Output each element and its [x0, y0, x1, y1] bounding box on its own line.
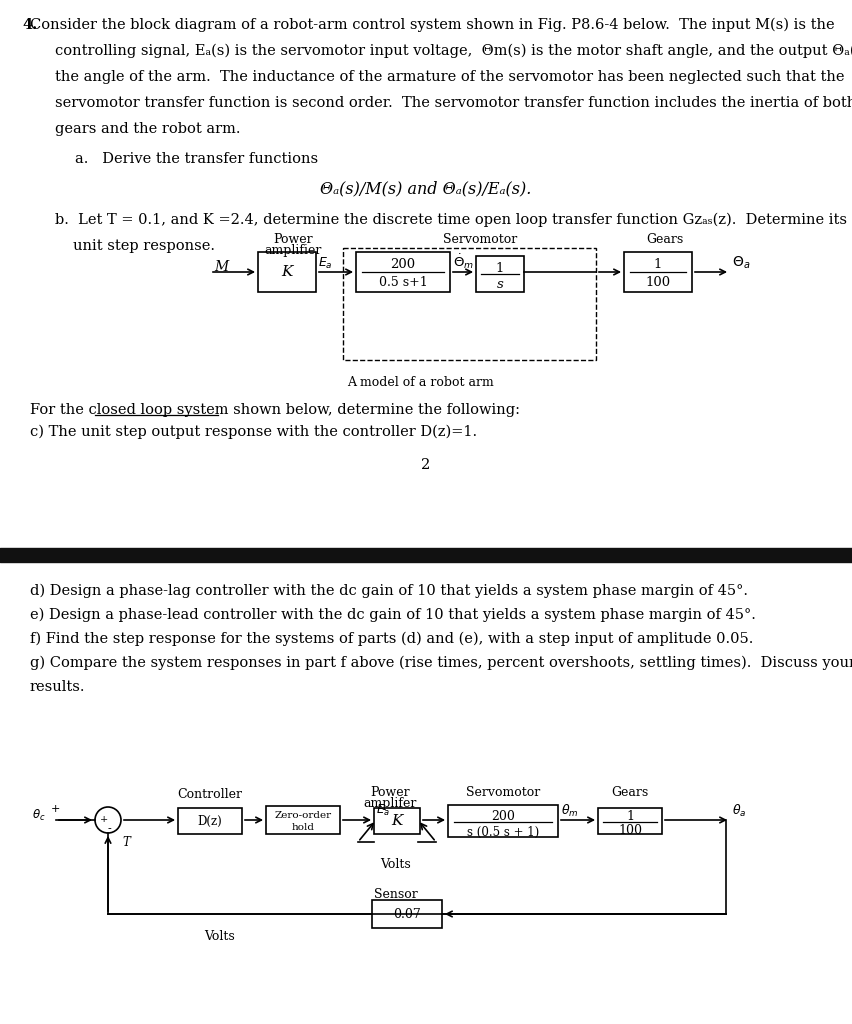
Text: Servomotor: Servomotor [443, 233, 517, 246]
Text: servomotor transfer function is second order.  The servomotor transfer function : servomotor transfer function is second o… [55, 96, 852, 110]
Text: s (0.5 s + 1): s (0.5 s + 1) [467, 825, 539, 839]
Text: K: K [281, 265, 293, 279]
Text: For the closed loop system shown below, determine the following:: For the closed loop system shown below, … [30, 403, 520, 417]
Text: 1: 1 [653, 258, 662, 271]
Text: 200: 200 [491, 810, 515, 822]
Text: 1: 1 [496, 261, 504, 274]
Text: M: M [214, 260, 228, 274]
Text: +: + [51, 804, 60, 814]
Text: amplifer: amplifer [363, 797, 417, 810]
Bar [178, 808, 242, 834]
Text: gears and the robot arm.: gears and the robot arm. [55, 122, 240, 136]
Text: +: + [100, 814, 108, 823]
Bar [372, 900, 442, 928]
Text: the angle of the arm.  The inductance of the armature of the servomotor has been: the angle of the arm. The inductance of … [55, 70, 844, 84]
Text: A model of a robot arm: A model of a robot arm [347, 376, 493, 389]
Text: Zero-order: Zero-order [274, 811, 331, 820]
Text: Volts: Volts [381, 858, 412, 871]
Text: c) The unit step output response with the controller D(z)=1.: c) The unit step output response with th… [30, 425, 477, 439]
Text: Power: Power [370, 786, 410, 799]
Text: g) Compare the system responses in part f above (rise times, percent overshoots,: g) Compare the system responses in part … [30, 656, 852, 671]
Text: T: T [122, 836, 130, 849]
Text: Volts: Volts [204, 930, 235, 943]
Text: Θₐ(s)/M(s) and Θₐ(s)/Eₐ(s).: Θₐ(s)/M(s) and Θₐ(s)/Eₐ(s). [320, 180, 532, 197]
Text: results.: results. [30, 680, 85, 694]
Text: $E_a$: $E_a$ [376, 803, 390, 817]
Bar [448, 805, 558, 837]
Text: amplifier: amplifier [264, 244, 322, 257]
Text: $\theta_m$: $\theta_m$ [561, 803, 579, 819]
Text: $\Theta_a$: $\Theta_a$ [732, 255, 751, 271]
Text: 0.07: 0.07 [393, 907, 421, 921]
Bar [356, 252, 450, 292]
Text: unit step response.: unit step response. [73, 239, 215, 253]
Text: 1: 1 [626, 811, 634, 823]
Text: f) Find the step response for the systems of parts (d) and (e), with a step inpu: f) Find the step response for the system… [30, 632, 753, 646]
Text: Gears: Gears [647, 233, 683, 246]
Text: e) Design a phase-lead controller with the dc gain of 10 that yields a system ph: e) Design a phase-lead controller with t… [30, 608, 756, 623]
Bar [476, 256, 524, 292]
Text: 100: 100 [618, 823, 642, 837]
Text: 100: 100 [646, 276, 671, 290]
Text: hold: hold [291, 822, 314, 831]
Bar [598, 808, 662, 834]
Text: $E_a$: $E_a$ [318, 255, 332, 270]
Text: Servomotor: Servomotor [466, 786, 540, 799]
Bar [258, 252, 316, 292]
Text: K: K [391, 814, 403, 828]
Text: D(z): D(z) [198, 814, 222, 827]
Text: d) Design a phase-lag controller with the dc gain of 10 that yields a system pha: d) Design a phase-lag controller with th… [30, 584, 748, 598]
Text: controlling signal, Eₐ(s) is the servomotor input voltage,  Θm(s) is the motor s: controlling signal, Eₐ(s) is the servomo… [55, 44, 852, 58]
Text: Controller: Controller [177, 788, 243, 801]
Text: $\dot{\Theta}_m$: $\dot{\Theta}_m$ [453, 253, 474, 271]
Text: b.  Let T = 0.1, and K =2.4, determine the discrete time open loop transfer func: b. Let T = 0.1, and K =2.4, determine th… [55, 213, 847, 227]
Text: $\theta_a$: $\theta_a$ [732, 803, 746, 819]
Bar [266, 806, 340, 834]
Text: s: s [497, 278, 504, 291]
Text: 4.: 4. [22, 18, 37, 32]
Text: a.   Derive the transfer functions: a. Derive the transfer functions [75, 152, 318, 166]
Text: 200: 200 [390, 258, 416, 271]
Text: Power: Power [273, 233, 313, 246]
Text: 2: 2 [422, 458, 430, 472]
Bar [624, 252, 692, 292]
Text: -: - [107, 824, 111, 834]
Bar [374, 808, 420, 834]
Text: 0.5 s+1: 0.5 s+1 [378, 276, 428, 290]
Text: Gears: Gears [612, 786, 648, 799]
Text: $\theta_c$: $\theta_c$ [32, 808, 46, 822]
Text: Sensor: Sensor [374, 888, 417, 901]
Text: Consider the block diagram of a robot-arm control system shown in Fig. P8.6-4 be: Consider the block diagram of a robot-ar… [30, 18, 835, 33]
